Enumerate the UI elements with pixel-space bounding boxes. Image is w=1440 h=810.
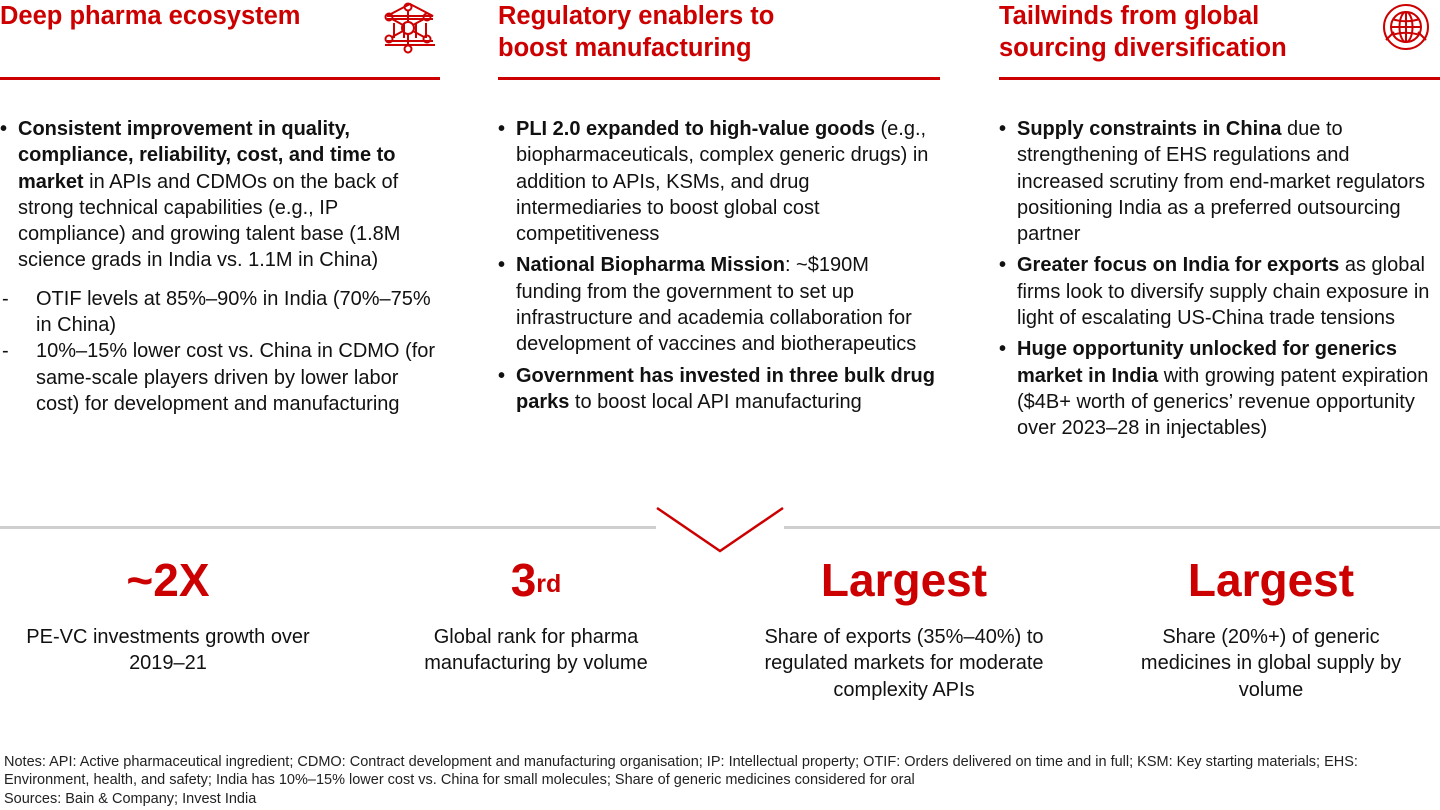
section-divider <box>0 526 656 529</box>
sub-list-item: OTIF levels at 85%–90% in India (70%–75%… <box>0 286 440 339</box>
list-item: Huge opportunity unlocked for generics m… <box>999 336 1440 441</box>
bullet-list: Consistent improvement in quality, compl… <box>0 116 440 422</box>
chevron-down-icon <box>656 506 784 559</box>
column-title-line: sourcing diversification <box>999 34 1287 62</box>
column-header: Tailwinds from global sourcing diversifi… <box>999 0 1440 80</box>
stat-value: 3rd <box>388 552 684 610</box>
bullet-text: (e.g., biopharmaceuticals, complex gener… <box>516 118 929 246</box>
globe-icon <box>1381 2 1431 57</box>
stat-description: Global rank for pharma manufacturing by … <box>424 626 648 675</box>
column-title-line: boost manufacturing <box>498 34 752 62</box>
stat-number: 3 <box>510 554 537 606</box>
stat-export-share: Largest Share of exports (35%–40%) to re… <box>745 552 1063 703</box>
bullet-list: PLI 2.0 expanded to high-value goods (e.… <box>498 116 940 420</box>
header-rule <box>999 77 1440 80</box>
list-item: Greater focus on India for exports as gl… <box>999 252 1440 331</box>
bullet-emphasis: Huge opportunity unlocked for generics m… <box>1017 338 1398 387</box>
column-title-line: Regulatory enablers to <box>498 2 775 30</box>
column-global-sourcing-tailwinds: Tailwinds from global sourcing diversifi… <box>999 0 1440 439</box>
bullet-emphasis: Consistent improvement in quality, compl… <box>18 118 396 193</box>
bullet-emphasis: National Biopharma Mission <box>516 254 785 277</box>
bullet-text: with growing patent expiration ($4B+ wor… <box>1017 364 1429 440</box>
stat-value: ~2X <box>126 554 210 606</box>
section-divider <box>784 526 1440 529</box>
bullet-text: to boost local API manufacturing <box>569 390 862 413</box>
footnotes: Notes: API: Active pharmaceutical ingred… <box>4 754 1358 788</box>
column-header: Deep pharma ecosystem <box>0 0 440 80</box>
bullet-text: : ~$190M funding from the government to … <box>516 254 917 356</box>
column-title: Deep pharma ecosystem <box>0 2 301 30</box>
stat-superscript: rd <box>536 570 562 598</box>
column-title-line: Tailwinds from global <box>999 2 1260 30</box>
list-item: Government has invested in three bulk dr… <box>498 363 940 416</box>
stat-pe-vc-growth: ~2X PE-VC investments growth over 2019–2… <box>20 552 316 677</box>
bullet-list: Supply constraints in China due to stren… <box>999 116 1440 447</box>
stat-global-rank: 3rd Global rank for pharma manufacturing… <box>388 552 684 677</box>
stat-value: Largest <box>1187 554 1355 606</box>
bullet-emphasis: PLI 2.0 expanded to high-value goods <box>516 118 875 140</box>
list-item: Supply constraints in China due to stren… <box>999 116 1440 247</box>
list-item: Consistent improvement in quality, compl… <box>0 116 440 417</box>
stat-description: Share of exports (35%–40%) to regulated … <box>764 626 1044 701</box>
column-deep-pharma-ecosystem: Deep pharma ecosystem Consistent impr <box>0 0 440 415</box>
stat-description: PE-VC investments growth over 2019–21 <box>26 626 310 675</box>
bullet-emphasis: Supply constraints in China <box>1017 118 1282 140</box>
list-item: National Biopharma Mission: ~$190M fundi… <box>498 252 940 357</box>
stat-value: Largest <box>820 554 988 606</box>
stat-description: Share (20%+) of generic medicines in glo… <box>1140 626 1402 701</box>
bullet-text: in APIs and CDMOs on the back of strong … <box>18 170 401 272</box>
column-regulatory-enablers: Regulatory enablers to boost manufacturi… <box>385 0 940 413</box>
header-rule <box>0 77 440 80</box>
column-title: Regulatory enablers to boost manufacturi… <box>498 0 774 64</box>
bullet-text: as global firms look to diversify supply… <box>1017 254 1430 330</box>
government-building-icon <box>384 2 436 53</box>
sub-bullet-list: OTIF levels at 85%–90% in India (70%–75%… <box>2 286 440 417</box>
header-rule <box>498 77 940 80</box>
bullet-emphasis: Greater focus on India for exports <box>1017 254 1340 277</box>
bullet-text: due to strengthening of EHS regulations … <box>1017 118 1425 246</box>
sources: Sources: Bain & Company; Invest India <box>4 791 257 807</box>
column-header: Regulatory enablers to boost manufacturi… <box>385 0 940 80</box>
sub-list-item: 10%–15% lower cost vs. China in CDMO (fo… <box>0 338 440 417</box>
bullet-emphasis: Government has invested in three bulk dr… <box>516 364 935 413</box>
column-title: Tailwinds from global sourcing diversifi… <box>999 0 1287 64</box>
stat-generics-share: Largest Share (20%+) of generic medicine… <box>1123 552 1419 703</box>
list-item: PLI 2.0 expanded to high-value goods (e.… <box>498 116 940 247</box>
